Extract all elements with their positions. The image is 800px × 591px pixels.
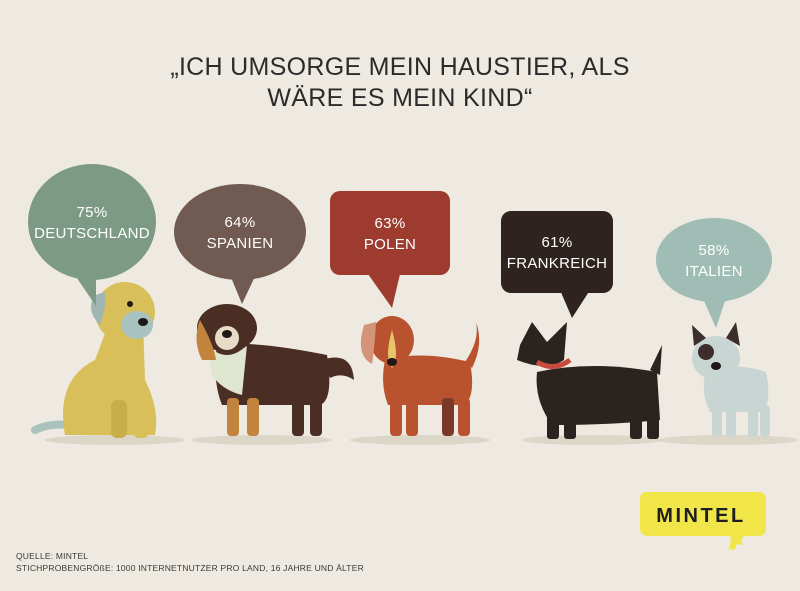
dog-tail bbox=[650, 345, 662, 375]
bubble-polen bbox=[330, 191, 450, 275]
dog-leg bbox=[292, 398, 304, 436]
dog-body bbox=[536, 366, 660, 425]
logo-shape bbox=[640, 492, 766, 550]
dog-polen bbox=[360, 316, 480, 436]
value-label-spanien: 64% bbox=[225, 214, 256, 231]
category-label-polen: POLEN bbox=[364, 236, 416, 253]
dog-head bbox=[517, 322, 567, 366]
dog-nose bbox=[387, 358, 397, 366]
dog-leg bbox=[442, 398, 454, 436]
bubble-italien bbox=[656, 218, 772, 302]
dog-leg bbox=[458, 398, 470, 436]
dog-tail bbox=[322, 357, 354, 380]
category-label-spanien: SPANIEN bbox=[207, 235, 274, 252]
value-label-deutschland: 75% bbox=[77, 204, 108, 221]
category-label-deutschland: DEUTSCHLAND bbox=[34, 225, 150, 242]
bubble-tail-polen bbox=[368, 274, 400, 308]
chart-area: 75% DEUTSCHLAND 64% SPANIEN 63% POLEN 61% FRANK… bbox=[28, 164, 798, 445]
dog-eye-patch bbox=[698, 344, 714, 360]
dog-leg bbox=[390, 398, 402, 436]
dog-frankreich bbox=[517, 322, 662, 439]
value-label-italien: 58% bbox=[699, 242, 730, 259]
value-label-polen: 63% bbox=[375, 215, 406, 232]
category-label-italien: ITALIEN bbox=[685, 263, 743, 280]
dog-nose bbox=[711, 362, 721, 370]
dog-italien bbox=[692, 322, 770, 437]
bubble-spanien bbox=[174, 184, 306, 280]
ground-shadow-0 bbox=[45, 435, 185, 445]
dog-nose bbox=[138, 318, 148, 326]
chart-title: „ICH UMSORGE MEIN HAUSTIER, ALS WÄRE ES … bbox=[0, 52, 800, 114]
bubble-tail-frankreich bbox=[560, 290, 590, 318]
dog-leg bbox=[547, 415, 559, 439]
footer: QUELLE: MINTEL STICHPROBENGRÖßE: 1000 IN… bbox=[16, 550, 364, 574]
dog-chest bbox=[207, 345, 247, 395]
dog-body bbox=[63, 320, 157, 435]
dog-leg bbox=[748, 405, 758, 437]
dog-tail bbox=[465, 322, 480, 368]
value-label-frankreich: 61% bbox=[542, 234, 573, 251]
dog-leg bbox=[406, 398, 418, 436]
dog-leg bbox=[630, 415, 642, 439]
title-line-2: WÄRE ES MEIN KIND“ bbox=[267, 84, 533, 112]
dog-leg bbox=[760, 405, 770, 437]
dog-spanien bbox=[196, 304, 354, 436]
dog-ear bbox=[196, 320, 216, 360]
dog-body bbox=[383, 355, 473, 405]
ground-shadow-2 bbox=[350, 435, 490, 445]
dog-leg bbox=[227, 398, 239, 436]
dog-ear bbox=[726, 322, 740, 346]
dog-ear bbox=[692, 325, 706, 346]
logo-text: MINTEL bbox=[656, 505, 746, 527]
dog-leg bbox=[310, 398, 322, 436]
dog-leg bbox=[247, 398, 259, 436]
dog-leg bbox=[647, 415, 659, 439]
dog-leg bbox=[133, 400, 149, 438]
source-note: QUELLE: MINTEL bbox=[16, 551, 89, 561]
dog-collar bbox=[535, 357, 572, 369]
dog-nose bbox=[222, 330, 232, 338]
sample-size-note: STICHPROBENGRÖßE: 1000 INTERNETNUTZER PR… bbox=[16, 563, 364, 573]
dog-head bbox=[692, 336, 740, 380]
dog-leg bbox=[726, 405, 736, 437]
dog-leg bbox=[712, 405, 722, 437]
bubble-deutschland bbox=[28, 164, 156, 280]
dog-leg bbox=[564, 415, 576, 439]
dog-muzzle bbox=[121, 311, 153, 339]
dog-ear bbox=[360, 322, 376, 364]
ground-shadow-1 bbox=[192, 435, 332, 445]
dog-eye bbox=[127, 301, 133, 307]
title-line-1: „ICH UMSORGE MEIN HAUSTIER, ALS bbox=[170, 53, 630, 81]
bubble-frankreich bbox=[501, 211, 613, 293]
category-label-frankreich: FRANKREICH bbox=[507, 255, 608, 272]
dog-leg bbox=[111, 400, 127, 438]
ground-shadow-4 bbox=[658, 435, 798, 445]
mintel-logo: MINTEL bbox=[640, 488, 770, 554]
